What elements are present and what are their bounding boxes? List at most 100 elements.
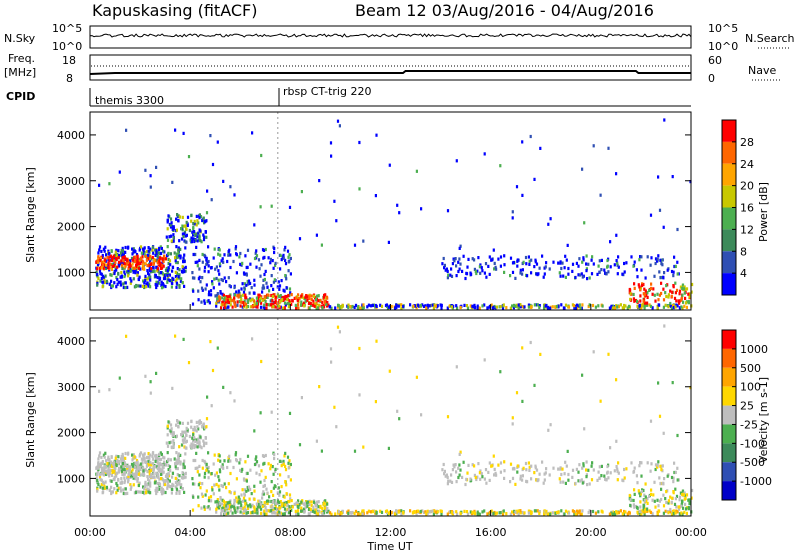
velocity-cell bbox=[336, 325, 340, 329]
power-cell bbox=[134, 284, 138, 289]
velocity-cell bbox=[164, 463, 167, 467]
velocity-cell bbox=[127, 480, 130, 484]
velocity-cell bbox=[587, 468, 590, 472]
velocity-cell bbox=[630, 461, 633, 465]
power-cell bbox=[200, 240, 203, 244]
velocity-cell bbox=[594, 511, 597, 515]
power-cell bbox=[521, 304, 524, 309]
power-cell bbox=[141, 284, 144, 288]
velocity-cell bbox=[578, 509, 581, 513]
power-cell bbox=[317, 299, 320, 303]
velocity-cell bbox=[667, 499, 670, 503]
velocity-cell bbox=[143, 452, 146, 456]
velocity-cell bbox=[222, 499, 225, 503]
velocity-cell bbox=[225, 512, 228, 516]
power-cell bbox=[149, 268, 152, 272]
velocity-cell bbox=[428, 510, 431, 514]
velocity-cell bbox=[284, 503, 287, 507]
velocity-cell bbox=[178, 489, 181, 494]
nsearch-top: 10^5 bbox=[708, 22, 738, 35]
velocity-cell bbox=[571, 468, 575, 472]
velocity-cell bbox=[671, 496, 674, 500]
velocity-cell bbox=[303, 507, 306, 511]
velocity-cell bbox=[680, 511, 683, 515]
velocity-cell bbox=[184, 452, 187, 456]
velocity-cell bbox=[337, 510, 340, 514]
power-cell bbox=[127, 274, 130, 278]
velocity-cell bbox=[256, 511, 259, 515]
power-cell bbox=[124, 250, 127, 254]
power-cell bbox=[103, 249, 106, 253]
power-cell bbox=[109, 254, 112, 258]
power-cell bbox=[259, 296, 262, 300]
velocity-cell bbox=[585, 475, 588, 479]
power-cell bbox=[264, 269, 267, 273]
velocity-cell bbox=[194, 466, 197, 470]
velocity-cell bbox=[511, 416, 514, 420]
power-cell bbox=[358, 187, 361, 191]
velocity-cell bbox=[484, 468, 488, 472]
velocity-cell bbox=[263, 483, 266, 488]
velocity-cell bbox=[111, 490, 114, 494]
velocity-cell bbox=[662, 431, 665, 435]
velocity-cell bbox=[166, 426, 169, 430]
velocity-cell bbox=[128, 470, 131, 474]
nsearch-bottom: 10^0 bbox=[708, 40, 738, 53]
power-cell bbox=[397, 304, 400, 308]
power-cell bbox=[122, 285, 125, 290]
power-cell bbox=[675, 288, 679, 292]
velocity-cell bbox=[577, 470, 580, 474]
power-cell bbox=[100, 272, 103, 276]
power-cell bbox=[152, 251, 155, 255]
power-cell bbox=[511, 216, 514, 220]
velocity-cell bbox=[179, 485, 182, 489]
power-cell bbox=[254, 251, 257, 255]
velocity-cell bbox=[509, 480, 512, 484]
power-cell bbox=[103, 258, 107, 262]
power-cell bbox=[142, 263, 145, 267]
velocity-cell bbox=[445, 473, 448, 477]
power-cell bbox=[357, 306, 360, 310]
freq-top: 18 bbox=[62, 54, 76, 67]
velocity-cell bbox=[545, 467, 548, 471]
velocity-cell bbox=[488, 461, 491, 465]
velocity-cell bbox=[276, 508, 279, 512]
power-cell bbox=[548, 267, 551, 271]
power-cell bbox=[651, 306, 654, 310]
velocity-cell bbox=[279, 500, 282, 504]
velocity-cell bbox=[527, 461, 530, 465]
velocity-cell bbox=[243, 505, 246, 509]
power-cell bbox=[167, 257, 170, 262]
power-cell bbox=[235, 271, 238, 275]
power-ylabel: Slant Range [km] bbox=[24, 167, 37, 263]
power-cell bbox=[616, 305, 619, 309]
power-cell bbox=[623, 303, 626, 308]
velocity-cell bbox=[96, 465, 99, 469]
velocity-cell bbox=[282, 501, 286, 505]
velocity-cell bbox=[557, 510, 560, 514]
velocity-cell bbox=[167, 457, 170, 461]
power-cell bbox=[566, 243, 569, 247]
velocity-cell bbox=[252, 505, 255, 509]
velocity-cell bbox=[132, 476, 135, 480]
power-cell bbox=[221, 296, 224, 300]
velocity-cell bbox=[170, 427, 173, 431]
power-cell bbox=[184, 269, 187, 273]
power-cell bbox=[198, 213, 201, 217]
power-cell bbox=[300, 303, 303, 307]
velocity-cell bbox=[669, 507, 672, 512]
power-cell bbox=[205, 211, 209, 215]
velocity-cell bbox=[642, 505, 645, 509]
velocity-cell bbox=[129, 483, 132, 487]
velocity-cell bbox=[295, 512, 298, 516]
velocity-cell bbox=[670, 500, 673, 504]
velocity-cell bbox=[644, 509, 647, 513]
power-cell bbox=[483, 303, 486, 307]
velocity-cell bbox=[110, 490, 113, 494]
power-cell bbox=[152, 266, 155, 270]
power-cell bbox=[261, 290, 264, 294]
velocity-cell bbox=[138, 454, 141, 458]
velocity-cell bbox=[141, 461, 144, 465]
power-cell bbox=[272, 280, 275, 284]
power-cell bbox=[673, 255, 676, 259]
